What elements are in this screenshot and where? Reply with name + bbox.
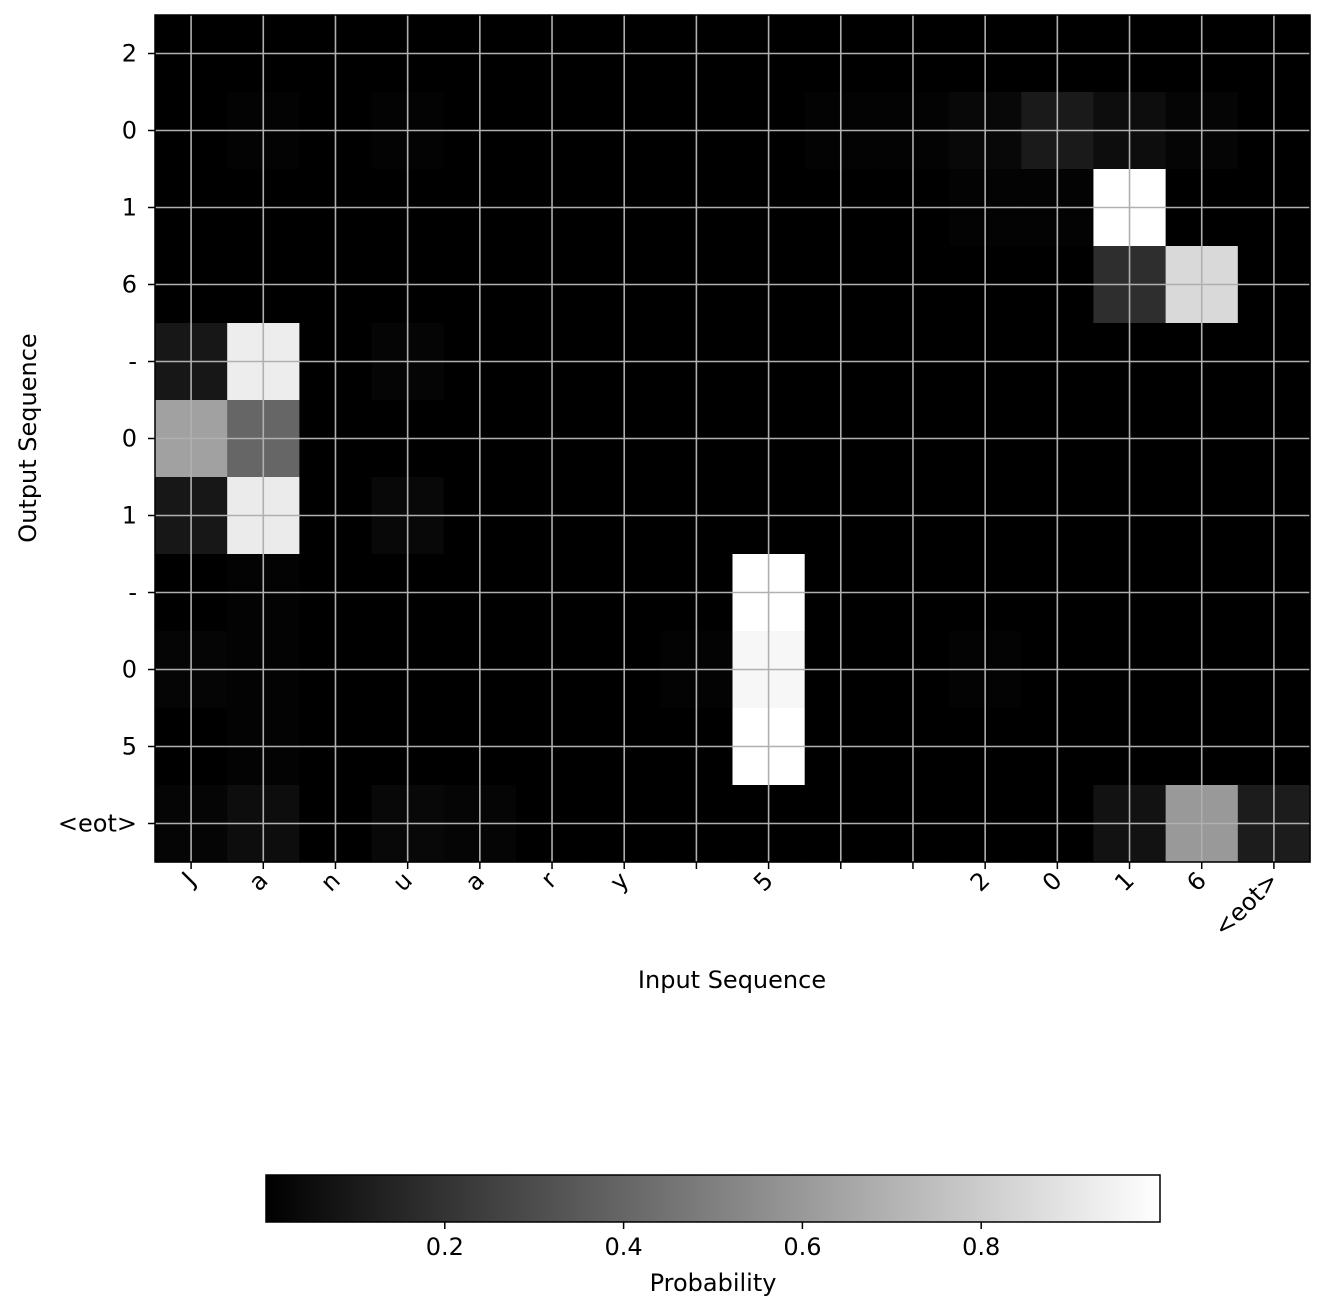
colorbar-tick-label-2: 0.6	[783, 1233, 821, 1261]
colorbar-tick-label-3: 0.8	[962, 1233, 1000, 1261]
x-tick-label-8: 5	[748, 866, 779, 897]
y-tick-label-1: 0	[122, 117, 137, 145]
y-tick-label-0: 2	[122, 40, 137, 68]
x-tick-label-0: J	[175, 866, 201, 892]
x-tick-label-13: 1	[1109, 866, 1140, 897]
colorbar-tick-label-1: 0.4	[605, 1233, 643, 1261]
x-tick-label-4: a	[460, 866, 490, 896]
y-tick-label-6: 1	[122, 502, 137, 530]
y-tick-label-10: <eot>	[58, 810, 137, 838]
colorbar: 0.2 0.4 0.6 0.8	[265, 1174, 1161, 1261]
x-tick-label-14: 6	[1181, 866, 1212, 897]
x-axis-label: Input Sequence	[638, 966, 826, 994]
x-tick-label-15: <eot>	[1208, 866, 1284, 942]
x-tick-label-1: a	[243, 866, 273, 896]
y-tick-label-4: -	[128, 348, 137, 376]
heatmap-grid	[155, 15, 1310, 862]
y-tick-label-2: 1	[122, 194, 137, 222]
y-tick-label-9: 5	[122, 733, 137, 761]
colorbar-label: Probability	[650, 1269, 777, 1297]
y-axis-label: Output Sequence	[14, 333, 42, 542]
y-tick-label-3: 6	[122, 271, 137, 299]
x-tick-label-3: u	[387, 866, 418, 897]
x-tick-label-5: r	[535, 866, 562, 893]
x-tick-label-11: 2	[965, 866, 996, 897]
x-tick-label-2: n	[315, 866, 346, 897]
x-tick-label-12: 0	[1037, 866, 1068, 897]
colorbar-tick-label-0: 0.2	[426, 1233, 464, 1261]
x-tick-label-6: y	[605, 866, 635, 896]
y-tick-label-8: 0	[122, 656, 137, 684]
colorbar-gradient	[265, 1174, 1161, 1223]
y-tick-label-7: -	[128, 579, 137, 607]
y-tick-label-5: 0	[122, 425, 137, 453]
